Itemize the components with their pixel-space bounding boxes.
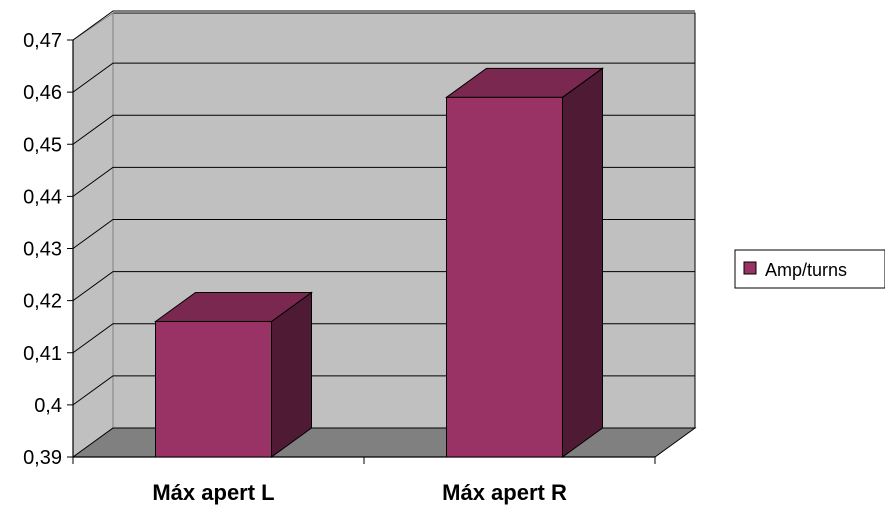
y-axis-ticks: 0,39 0,4 0,41 0,42 0,43 0,44 0,45 0,46 0,47 (23, 30, 73, 469)
legend-label: Amp/turns (765, 260, 847, 280)
bar-front-face (446, 96, 563, 458)
category-labels: Máx apert L Máx apert R (152, 480, 567, 505)
bars (153, 67, 605, 458)
bar-front-face (155, 320, 272, 458)
bar (153, 291, 314, 458)
y-tick-label: 0,46 (23, 82, 62, 104)
gridline (72, 10, 695, 41)
legend: Amp/turns (734, 249, 885, 289)
x-category-label: Máx apert R (442, 480, 567, 505)
y-tick-label: 0,41 (23, 343, 62, 365)
y-tick-label: 0,44 (23, 186, 62, 208)
legend-swatch (743, 261, 757, 275)
x-axis-ticks (72, 457, 656, 464)
bar (444, 67, 605, 458)
y-tick-label: 0,4 (34, 395, 62, 417)
bar-side-face (562, 67, 603, 458)
gridline (72, 62, 695, 93)
y-tick-label: 0,42 (23, 291, 62, 313)
y-tick-label: 0,43 (23, 239, 62, 261)
y-tick-label: 0,39 (23, 447, 62, 469)
y-tick-label: 0,47 (23, 30, 62, 52)
legend-box (734, 249, 885, 289)
y-tick-label: 0,45 (23, 134, 62, 156)
x-category-label: Máx apert L (152, 480, 274, 505)
